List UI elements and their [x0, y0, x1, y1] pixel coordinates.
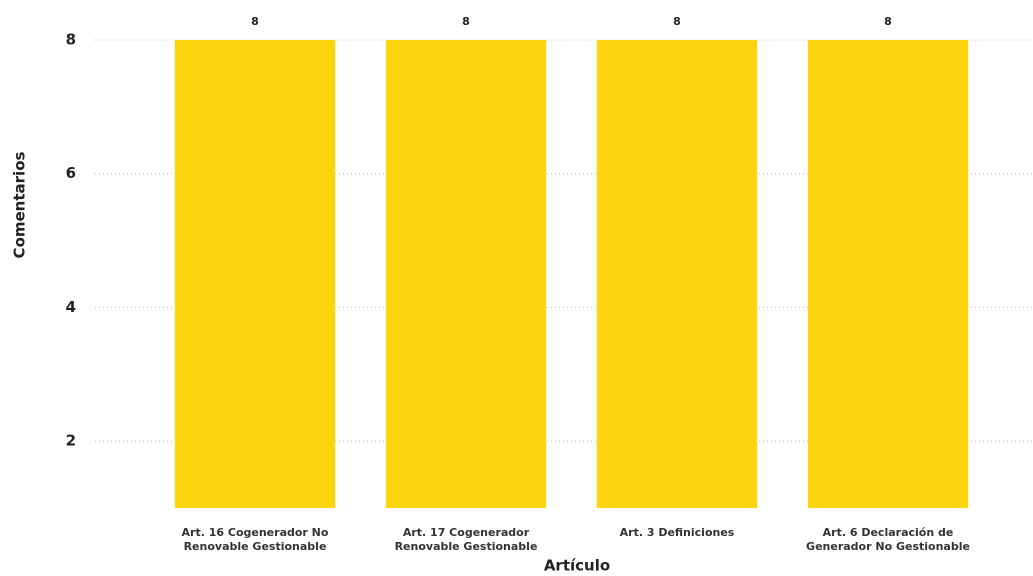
y-tick-label: 4 [66, 298, 76, 316]
bar [174, 40, 336, 508]
bar [596, 40, 758, 508]
y-axis-title: Comentarios [11, 152, 29, 259]
y-tick-label: 8 [66, 31, 76, 49]
x-tick-label: Art. 16 Cogenerador No Renovable Gestion… [181, 526, 329, 553]
bar [385, 40, 547, 508]
x-tick-label: Art. 6 Declaración de Generador No Gesti… [806, 526, 970, 553]
x-axis-title: Artículo [544, 557, 610, 575]
value-label: 8 [884, 15, 892, 28]
value-label: 8 [462, 15, 470, 28]
value-label: 8 [251, 15, 259, 28]
value-label: 8 [673, 15, 681, 28]
bar [807, 40, 969, 508]
y-tick-label: 6 [66, 164, 76, 182]
x-tick-label: Art. 17 Cogenerador Renovable Gestionabl… [394, 526, 538, 553]
x-tick-label: Art. 3 Definiciones [619, 526, 735, 539]
y-tick-label: 2 [66, 432, 76, 450]
